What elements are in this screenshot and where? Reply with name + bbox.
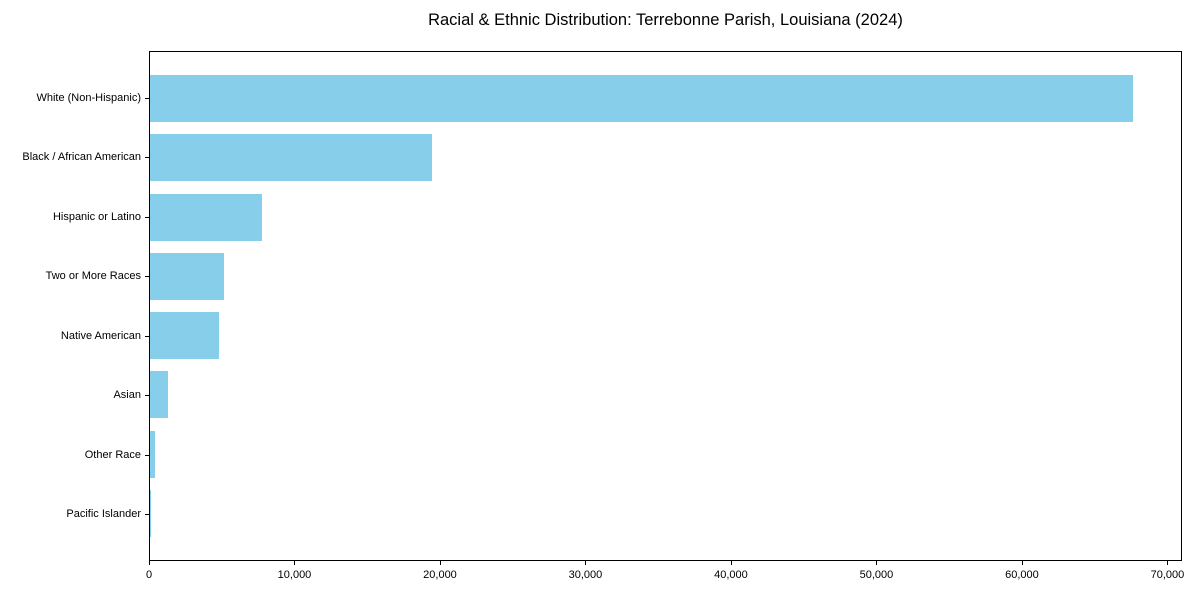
- x-tick-label-40000: 40,000: [714, 569, 748, 581]
- x-tick-mark-60000: [1022, 561, 1023, 565]
- y-tick-label-black-african-american: Black / African American: [22, 151, 141, 164]
- y-tick-mark-white-non-hispanic: [145, 98, 149, 99]
- x-tick-label-20000: 20,000: [423, 569, 457, 581]
- y-tick-mark-other-race: [145, 455, 149, 456]
- bars-area: [150, 52, 1181, 560]
- bar-row-white-non-hispanic: [150, 69, 1181, 128]
- bar-row-native-american: [150, 306, 1181, 365]
- y-tick-label-two-or-more-races: Two or More Races: [45, 270, 141, 283]
- y-tick-label-hispanic-or-latino: Hispanic or Latino: [52, 210, 141, 223]
- bar-asian: [150, 371, 169, 419]
- x-tick-label-0: 0: [145, 569, 153, 581]
- x-tick-mark-20000: [440, 561, 441, 565]
- bar-row-other-race: [150, 425, 1181, 484]
- y-tick-mark-asian: [145, 395, 149, 396]
- bar-row-hispanic-or-latino: [150, 188, 1181, 247]
- bar-native-american: [150, 312, 219, 360]
- bar-hispanic-or-latino: [150, 193, 262, 241]
- bar-black-african-american: [150, 134, 432, 182]
- x-tick-mark-70000: [1167, 561, 1168, 565]
- y-tick-mark-hispanic-or-latino: [145, 217, 149, 218]
- bar-white-non-hispanic: [150, 75, 1134, 123]
- y-tick-mark-black-african-american: [145, 157, 149, 158]
- x-tick-label-30000: 30,000: [568, 569, 603, 581]
- y-tick-label-other-race: Other Race: [84, 448, 141, 461]
- y-tick-label-native-american: Native American: [60, 329, 141, 342]
- x-tick-mark-0: [149, 561, 150, 565]
- chart-title: Racial & Ethnic Distribution: Terrebonne…: [428, 11, 903, 29]
- bar-two-or-more-races: [150, 252, 225, 300]
- y-tick-mark-pacific-islander: [145, 514, 149, 515]
- bar-row-two-or-more-races: [150, 247, 1181, 306]
- x-tick-label-10000: 10,000: [277, 569, 312, 581]
- y-tick-label-white-non-hispanic: White (Non-Hispanic): [36, 91, 141, 104]
- bar-row-black-african-american: [150, 128, 1181, 187]
- bar-row-pacific-islander: [150, 484, 1181, 543]
- x-tick-mark-30000: [585, 561, 586, 565]
- bar-row-asian: [150, 365, 1181, 424]
- y-tick-label-pacific-islander: Pacific Islander: [66, 508, 141, 521]
- plot-area: [149, 51, 1182, 561]
- x-tick-label-60000: 60,000: [1005, 569, 1039, 581]
- bar-other-race: [150, 430, 156, 478]
- x-tick-label-50000: 50,000: [859, 569, 894, 581]
- x-tick-mark-40000: [731, 561, 732, 565]
- y-tick-label-asian: Asian: [113, 389, 141, 402]
- y-tick-mark-two-or-more-races: [145, 276, 149, 277]
- x-tick-mark-10000: [294, 561, 295, 565]
- y-tick-mark-native-american: [145, 336, 149, 337]
- x-tick-label-70000: 70,000: [1150, 569, 1185, 581]
- x-tick-mark-50000: [876, 561, 877, 565]
